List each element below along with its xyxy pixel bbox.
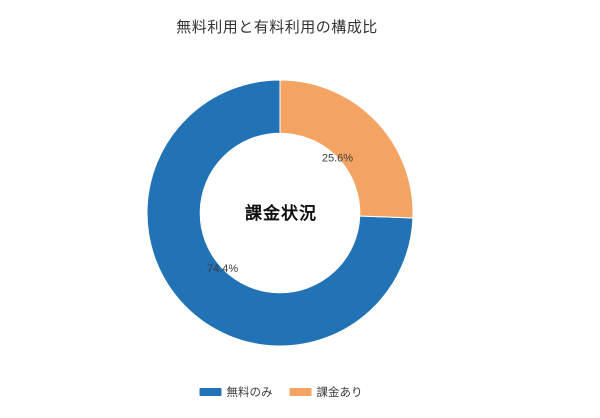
legend-label-free-only: 無料のみ <box>226 387 273 399</box>
percent-label-0: 74.4% <box>207 263 238 275</box>
legend-swatch-paid <box>289 388 312 396</box>
legend-item-paid: 課金あり <box>289 384 363 400</box>
legend-swatch-free-only <box>199 388 222 396</box>
donut-segments <box>146 79 414 347</box>
percent-label-1: 25.6% <box>322 153 353 165</box>
legend-label-paid: 課金あり <box>316 387 363 399</box>
donut-segment-1 <box>279 79 414 219</box>
donut-segment-0 <box>146 79 414 347</box>
legend-item-free-only: 無料のみ <box>199 384 273 400</box>
legend: 無料のみ 課金あり <box>199 384 363 400</box>
chart-title: 無料利用と有料利用の構成比 <box>176 19 378 36</box>
donut-center-label: 課金状況 <box>245 203 317 223</box>
donut-percent-labels: 74.4% 25.6% <box>207 153 353 276</box>
